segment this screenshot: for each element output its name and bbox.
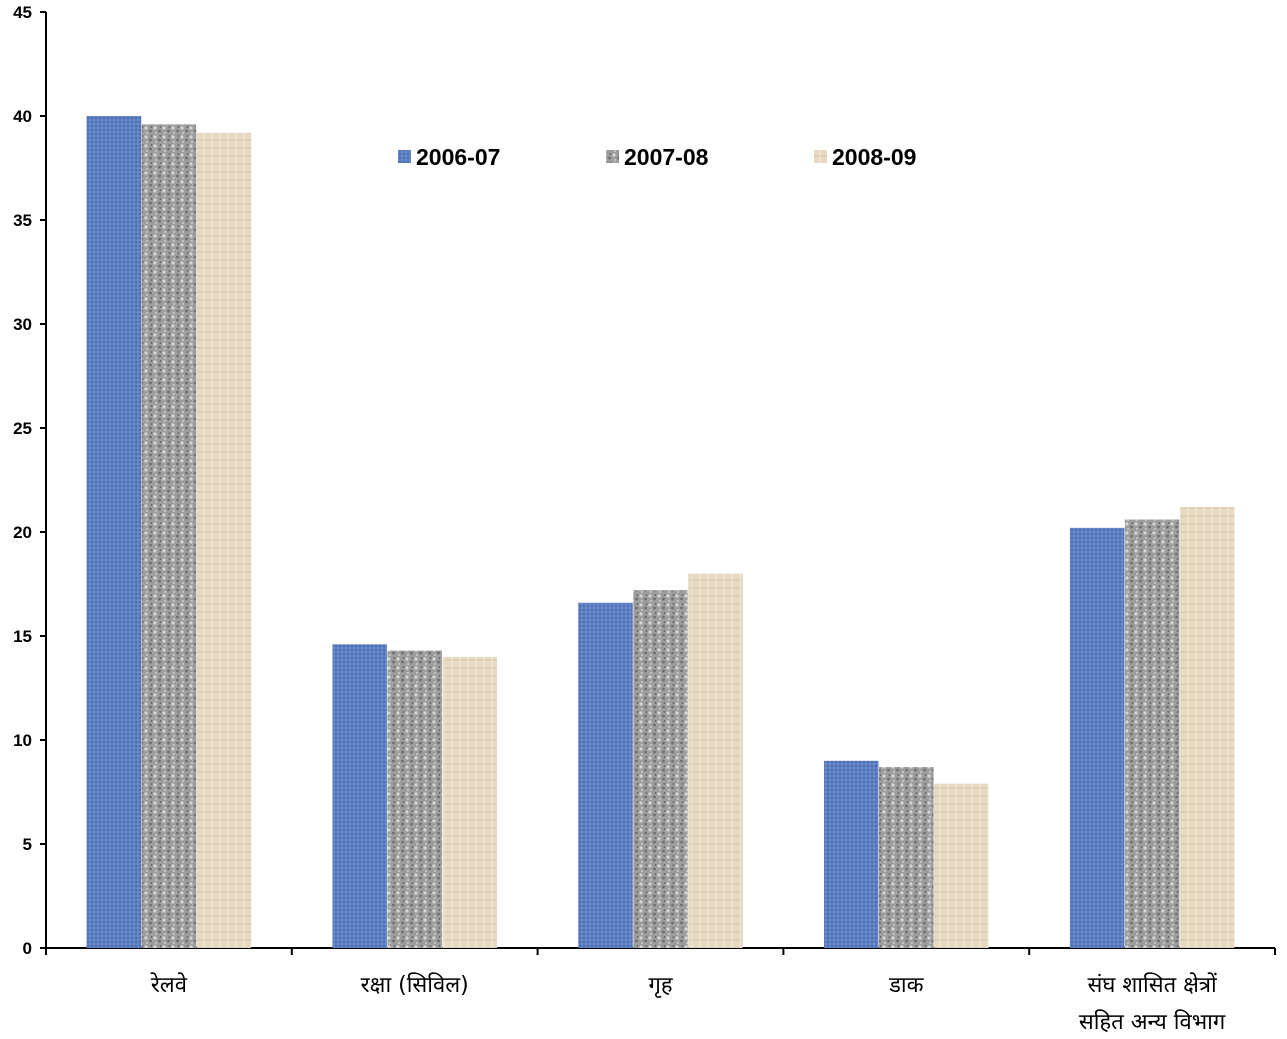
- legend-swatch: [606, 150, 619, 163]
- x-tick-label: रक्षा (सिविल): [361, 972, 469, 998]
- legend-swatch: [398, 150, 411, 163]
- bar: [196, 132, 252, 948]
- bar: [86, 116, 142, 948]
- bar: [578, 602, 633, 948]
- x-tick-label: गृह: [648, 973, 672, 998]
- bar: [1069, 527, 1125, 948]
- x-tick-label: डाक: [888, 973, 924, 998]
- bar: [688, 573, 743, 948]
- legend: 2006-07 2007-08 2008-09: [398, 144, 916, 170]
- y-tick-label: 10: [13, 731, 32, 750]
- bar: [141, 124, 197, 948]
- legend-label: 2007-08: [624, 144, 709, 170]
- bar: [332, 644, 387, 948]
- y-tick-label: 35: [13, 211, 32, 230]
- bar: [934, 783, 989, 948]
- legend-label: 2008-09: [832, 144, 916, 170]
- x-tick-label: संघ शासित क्षेत्रों: [1087, 972, 1217, 998]
- x-tick-label: सहित अन्य विभाग: [1079, 1009, 1226, 1035]
- y-tick-label: 40: [13, 107, 32, 126]
- legend-swatch: [814, 150, 827, 163]
- y-tick-label: 15: [13, 627, 32, 646]
- bar: [387, 650, 442, 948]
- bar: [1124, 519, 1180, 948]
- x-tick-label: रेलवे: [150, 972, 188, 998]
- y-tick-label: 20: [13, 523, 32, 542]
- y-tick-label: 25: [13, 419, 32, 438]
- bar: [879, 767, 934, 948]
- bar: [1179, 507, 1235, 948]
- bar: [442, 656, 497, 948]
- y-tick-label: 45: [13, 3, 32, 22]
- y-tick-label: 0: [23, 939, 32, 958]
- bar: [633, 590, 688, 948]
- bar: [824, 760, 879, 948]
- legend-label: 2006-07: [416, 144, 500, 170]
- bars: [86, 116, 1235, 948]
- axis-labels: 0 5 10 15 20 25 30 35 40 45 रेलवे रक्षा (सिविल) गृह ड…: [13, 3, 1226, 1035]
- y-tick-label: 30: [13, 315, 32, 334]
- y-tick-label: 5: [23, 835, 32, 854]
